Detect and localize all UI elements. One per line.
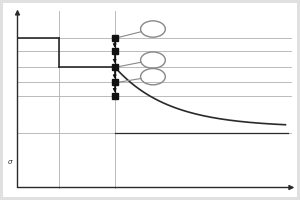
Text: $\sigma$: $\sigma$ (7, 158, 14, 166)
